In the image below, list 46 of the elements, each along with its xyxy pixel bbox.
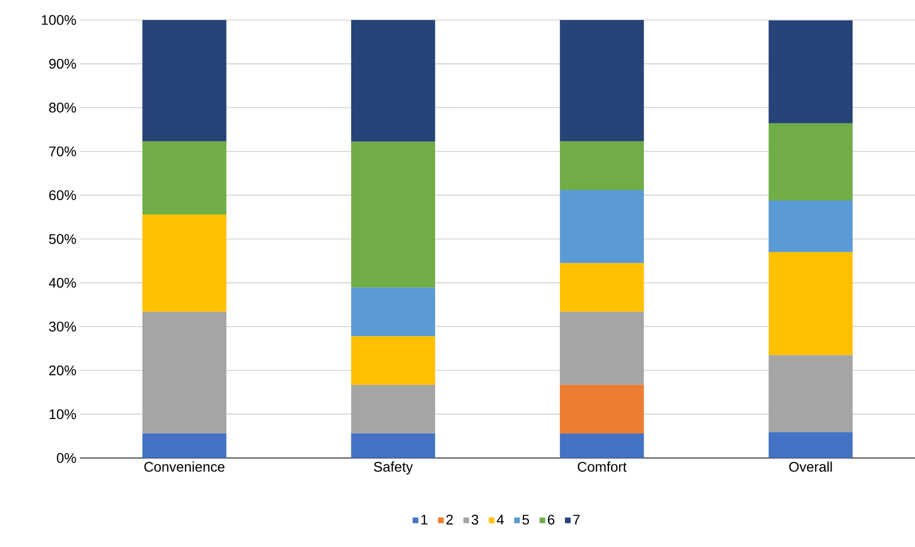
bar xyxy=(768,123,853,200)
y-tick-label: 70% xyxy=(49,146,76,156)
bar xyxy=(142,312,226,434)
legend-label: 7 xyxy=(573,514,580,524)
y-tick-label: 100% xyxy=(42,15,76,25)
bar xyxy=(560,141,644,190)
bar xyxy=(142,141,226,214)
y-tick-label: 30% xyxy=(49,322,76,332)
bar xyxy=(351,433,436,458)
y-tick-label: 0% xyxy=(56,453,76,463)
bar xyxy=(768,355,853,432)
bar xyxy=(351,288,436,336)
bar xyxy=(768,20,853,124)
legend-label: 5 xyxy=(522,514,530,525)
legend-label: 1 xyxy=(421,514,428,524)
bar xyxy=(768,252,853,356)
bar xyxy=(351,20,436,142)
bar xyxy=(560,20,644,142)
bar xyxy=(560,190,644,264)
y-tick-label: 40% xyxy=(48,278,76,288)
bar xyxy=(351,384,436,434)
legend-label: 4 xyxy=(496,514,504,524)
y-tick-label: 60% xyxy=(49,190,76,200)
y-tick-label: 90% xyxy=(49,58,76,69)
bar xyxy=(351,336,436,385)
bar xyxy=(768,200,853,252)
x-tick-label: Comfort xyxy=(578,462,627,472)
y-tick-label: 20% xyxy=(49,365,76,376)
legend-label: 6 xyxy=(548,514,554,525)
x-tick-label: Overall xyxy=(789,462,832,472)
legend-label: 2 xyxy=(446,514,453,524)
bar xyxy=(351,142,436,288)
y-tick-label: 50% xyxy=(49,234,76,244)
bar xyxy=(560,312,644,385)
bar xyxy=(560,263,644,312)
legend-label: 3 xyxy=(472,514,478,525)
bar xyxy=(768,432,853,458)
bar xyxy=(560,384,644,434)
bar xyxy=(560,433,644,458)
bar xyxy=(142,20,226,142)
y-tick-label: 10% xyxy=(50,409,76,420)
y-tick-label: 80% xyxy=(49,102,76,113)
x-tick-label: Convenience xyxy=(144,462,224,472)
x-tick-label: Safety xyxy=(374,462,413,475)
bar xyxy=(142,433,226,458)
bar xyxy=(142,214,226,312)
